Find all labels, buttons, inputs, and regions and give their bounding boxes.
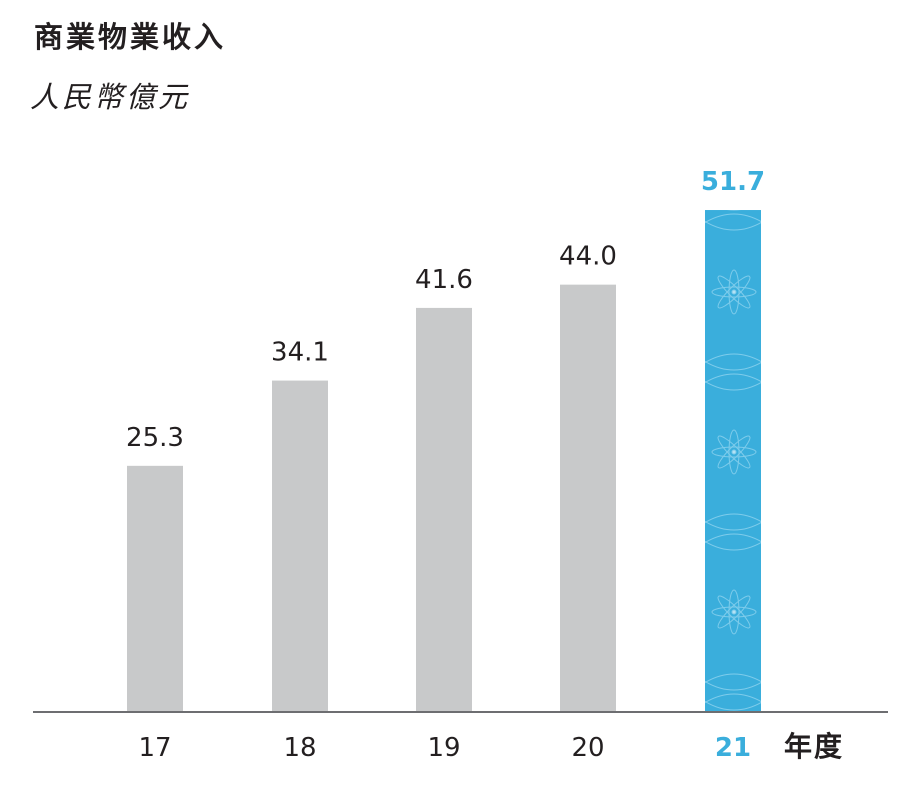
x-axis-unit-label: 年度 — [784, 730, 844, 763]
value-label-21: 51.7 — [701, 167, 765, 197]
value-label-19: 41.6 — [415, 265, 473, 295]
bar-21 — [705, 210, 761, 712]
x-tick-18: 18 — [283, 733, 316, 763]
bar-19 — [416, 307, 472, 711]
chart-title: 商業物業收入 — [34, 20, 227, 54]
value-label-18: 34.1 — [271, 338, 329, 368]
bar-17 — [127, 465, 183, 711]
chart-subtitle: 人民幣億元 — [30, 80, 191, 114]
x-tick-17: 17 — [138, 733, 171, 763]
value-label-17: 25.3 — [126, 423, 184, 453]
bar-18 — [272, 380, 328, 711]
bar-20 — [560, 284, 616, 711]
value-label-20: 44.0 — [559, 242, 617, 272]
x-tick-21: 21 — [715, 733, 751, 763]
x-tick-19: 19 — [427, 733, 460, 763]
x-tick-20: 20 — [571, 733, 604, 763]
